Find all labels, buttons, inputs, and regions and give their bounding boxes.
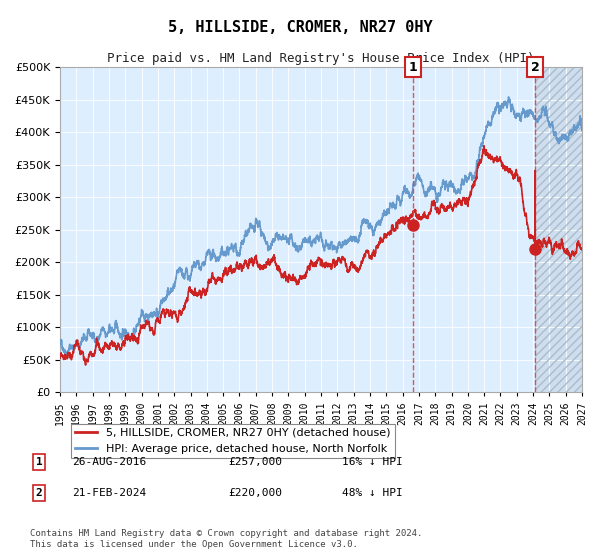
- Legend: 5, HILLSIDE, CROMER, NR27 0HY (detached house), HPI: Average price, detached hou: 5, HILLSIDE, CROMER, NR27 0HY (detached …: [71, 423, 395, 458]
- Text: 2: 2: [35, 488, 43, 498]
- Text: 2: 2: [531, 60, 539, 74]
- Bar: [535, 67, 582, 392]
- Text: Contains HM Land Registry data © Crown copyright and database right 2024.
This d: Contains HM Land Registry data © Crown c…: [30, 529, 422, 549]
- Text: £257,000: £257,000: [228, 457, 282, 467]
- Text: 21-FEB-2024: 21-FEB-2024: [72, 488, 146, 498]
- Title: Price paid vs. HM Land Registry's House Price Index (HPI): Price paid vs. HM Land Registry's House …: [107, 52, 535, 64]
- Text: 48% ↓ HPI: 48% ↓ HPI: [342, 488, 403, 498]
- Text: 1: 1: [409, 60, 418, 74]
- Text: 16% ↓ HPI: 16% ↓ HPI: [342, 457, 403, 467]
- Text: 26-AUG-2016: 26-AUG-2016: [72, 457, 146, 467]
- Bar: [535, 67, 582, 392]
- Text: £220,000: £220,000: [228, 488, 282, 498]
- Text: 5, HILLSIDE, CROMER, NR27 0HY: 5, HILLSIDE, CROMER, NR27 0HY: [167, 20, 433, 35]
- Text: 1: 1: [35, 457, 43, 467]
